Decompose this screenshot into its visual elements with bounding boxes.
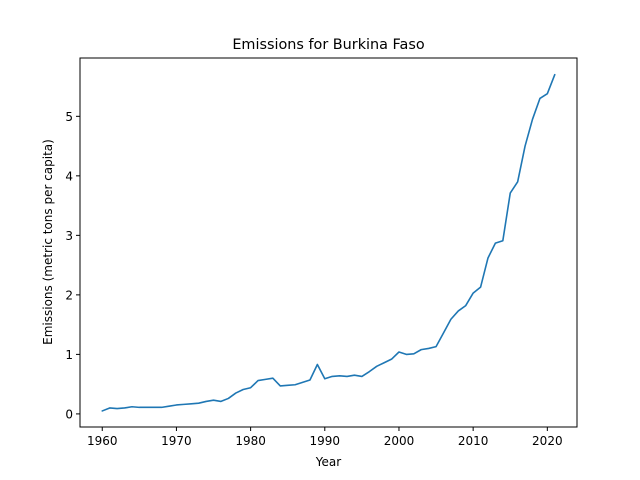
plot-area: 1960 1970 1980 1990 2000 2010 2020 0 1 2 3 4 5 xyxy=(65,57,578,448)
x-tick-label: 2020 xyxy=(532,434,563,448)
chart-title: Emissions for Burkina Faso xyxy=(232,37,424,53)
plot-frame xyxy=(79,57,578,428)
emissions-series-line xyxy=(101,73,556,412)
x-tick-label: 1990 xyxy=(310,434,341,448)
y-tick-label: 0 xyxy=(65,407,73,421)
x-tick-label: 1970 xyxy=(161,434,192,448)
x-tick-label: 1960 xyxy=(87,434,118,448)
y-tick-label: 4 xyxy=(65,169,73,183)
x-tick-label: 2000 xyxy=(384,434,415,448)
y-tick-label: 3 xyxy=(65,229,73,243)
y-tick-label: 2 xyxy=(65,288,73,302)
y-tick-label: 5 xyxy=(65,110,73,124)
x-tick-label: 2010 xyxy=(458,434,489,448)
x-axis-label: Year xyxy=(315,455,341,469)
y-axis-label: Emissions (metric tons per capita) xyxy=(41,139,55,345)
y-tick-label: 1 xyxy=(65,348,73,362)
x-tick-label: 1980 xyxy=(235,434,266,448)
